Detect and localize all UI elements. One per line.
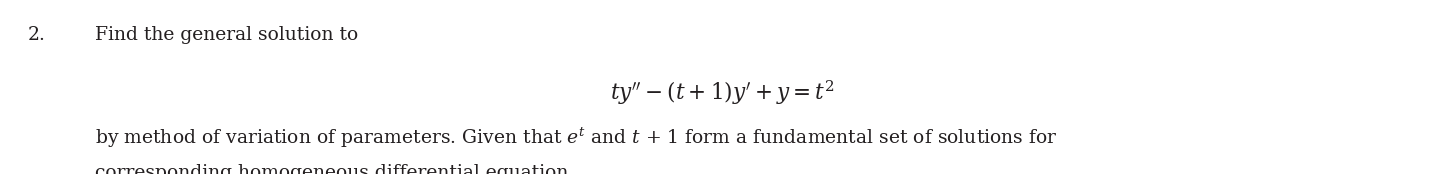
Text: 2.: 2. <box>27 26 46 44</box>
Text: Find the general solution to: Find the general solution to <box>95 26 358 44</box>
Text: corresponding homogeneous differential equation.: corresponding homogeneous differential e… <box>95 164 574 174</box>
Text: by method of variation of parameters. Given that $e^{t}$ and $t$ + 1 form a fund: by method of variation of parameters. Gi… <box>95 126 1058 150</box>
Text: $ty'' - (t + 1)y' + y = t^{2}$: $ty'' - (t + 1)y' + y = t^{2}$ <box>610 78 835 107</box>
